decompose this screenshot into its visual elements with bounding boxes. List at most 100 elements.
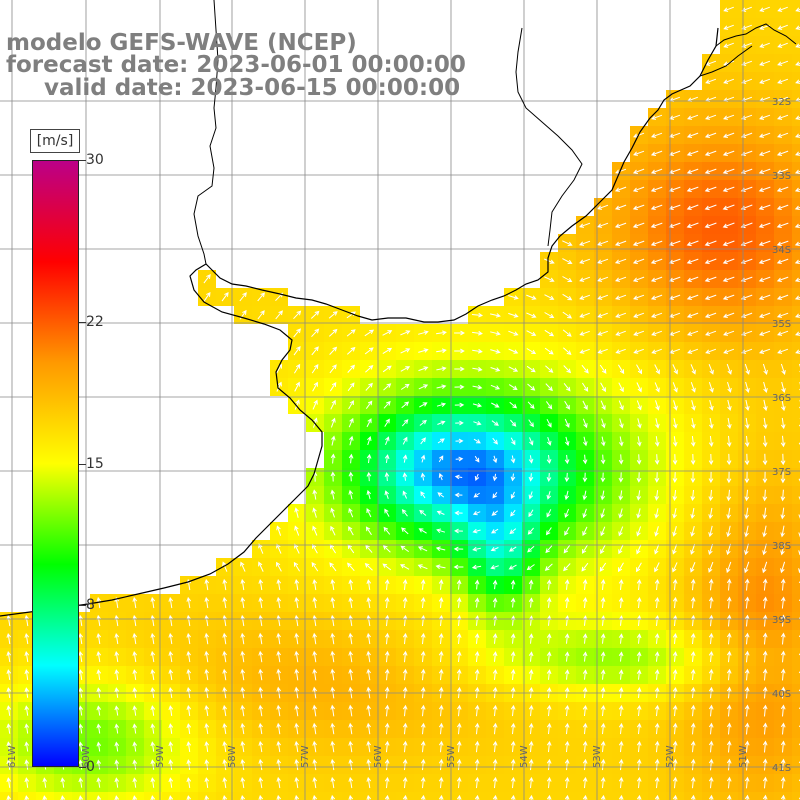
wind-arrow [582, 669, 588, 680]
wind-arrow [508, 384, 518, 390]
wind-arrow [597, 348, 608, 354]
wind-arrow [418, 384, 429, 390]
wind-arrow [311, 328, 320, 338]
wind-arrow [472, 528, 481, 534]
wind-arrow [618, 400, 624, 411]
wind-arrow [762, 776, 768, 789]
wind-arrow [723, 348, 735, 354]
wind-speed-cell [792, 576, 800, 594]
wind-arrow [510, 740, 516, 753]
wind-arrow [402, 436, 408, 445]
wind-arrow [6, 650, 12, 663]
wind-arrow [490, 564, 499, 570]
wind-arrow [582, 704, 588, 717]
wind-arrow [744, 596, 750, 609]
wind-arrow [582, 776, 588, 789]
wind-arrow [331, 435, 336, 446]
wind-arrow [384, 650, 390, 663]
wind-arrow [672, 633, 678, 644]
wind-arrow [418, 330, 429, 335]
wind-arrow [740, 276, 753, 282]
wind-arrow [186, 741, 192, 752]
wind-arrow [527, 401, 535, 409]
wind-arrow [492, 704, 498, 717]
latitude-label: 39S [772, 615, 791, 626]
wind-arrow [759, 348, 771, 354]
wind-arrow [600, 454, 606, 465]
wind-arrow [672, 776, 678, 789]
wind-arrow [312, 381, 318, 392]
wind-arrow [582, 579, 588, 590]
wind-arrow [473, 492, 480, 498]
wind-arrow [650, 204, 663, 210]
wind-arrow [672, 436, 678, 447]
wind-arrow [258, 650, 263, 663]
wind-arrow [366, 614, 372, 627]
wind-arrow [240, 596, 246, 609]
wind-arrow [776, 294, 789, 300]
wind-arrow [420, 437, 426, 445]
wind-arrow [726, 794, 732, 800]
wind-arrow [455, 456, 464, 462]
wind-arrow [276, 561, 282, 572]
wind-arrow [780, 578, 786, 591]
wind-arrow [546, 704, 552, 717]
wind-arrow [636, 562, 642, 573]
wind-arrow [758, 294, 771, 300]
wind-arrow [544, 276, 555, 282]
wind-arrow [385, 436, 390, 445]
wind-arrow [704, 222, 717, 229]
wind-arrow [780, 794, 786, 800]
lagoon-coast [699, 23, 797, 77]
wind-arrow [690, 651, 696, 662]
wind-arrow [636, 526, 642, 537]
wind-arrow [6, 741, 12, 752]
wind-arrow [798, 532, 800, 538]
wind-speed-cell [792, 702, 800, 720]
wind-arrow [438, 614, 444, 627]
wind-arrow [490, 331, 501, 336]
wind-arrow [762, 740, 768, 753]
wind-arrow [366, 740, 371, 753]
wind-arrow [294, 381, 300, 392]
wind-arrow [762, 471, 768, 484]
wind-arrow [600, 526, 606, 537]
wind-arrow [744, 507, 749, 520]
wind-arrow [619, 418, 624, 429]
wind-arrow [474, 704, 480, 717]
longitude-label: 54W [519, 745, 530, 768]
wind-arrow [114, 650, 120, 663]
wind-arrow [650, 294, 663, 300]
longitude-label: 52W [665, 745, 676, 768]
wind-speed-cell [108, 792, 126, 800]
wind-arrow [527, 545, 535, 553]
wind-arrow [600, 490, 606, 501]
wind-arrow [510, 579, 516, 590]
wind-arrow [632, 186, 645, 192]
wind-speed-cell [162, 792, 180, 800]
wind-speed-cell [792, 234, 800, 252]
wind-arrow [776, 186, 789, 192]
wind-arrow [672, 740, 678, 753]
wind-speed-cell [792, 486, 800, 504]
wind-arrow [150, 759, 156, 770]
wind-arrow [492, 492, 498, 499]
wind-arrow [402, 454, 408, 463]
wind-arrow [762, 704, 768, 717]
wind-arrow [686, 222, 699, 229]
wind-arrow [781, 381, 786, 394]
wind-arrow [437, 420, 446, 425]
wind-arrow [546, 669, 552, 680]
wind-arrow [798, 514, 800, 519]
wind-arrow [366, 596, 372, 609]
wind-arrow [491, 420, 499, 426]
wind-arrow [740, 204, 753, 210]
wind-arrow [794, 241, 800, 246]
wind-arrow [544, 563, 553, 571]
wind-arrow [726, 740, 732, 753]
title-model: modelo GEFS-WAVE (NCEP) [6, 30, 357, 56]
wind-speed-cell [360, 792, 378, 800]
wind-arrow [636, 704, 642, 717]
wind-arrow [348, 596, 354, 609]
